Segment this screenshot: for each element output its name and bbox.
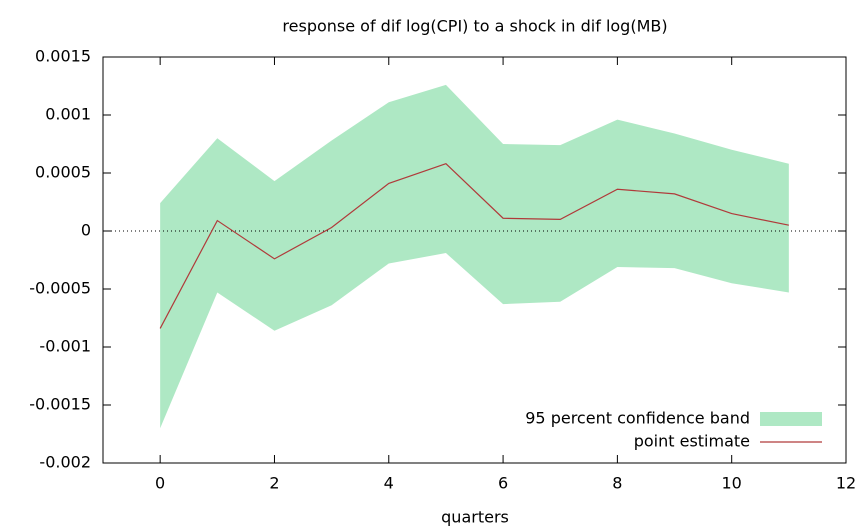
y-tick-label: -0.001: [39, 337, 91, 356]
x-tick-label: 2: [269, 474, 279, 493]
legend-label: 95 percent confidence band: [525, 409, 750, 428]
x-axis-label: quarters: [441, 508, 509, 527]
plot-frame: [102, 56, 847, 464]
line: [159, 163, 789, 329]
chart-title: response of dif log(CPI) to a shock in d…: [282, 17, 667, 36]
x-tick-label: 4: [384, 474, 394, 493]
y-tick-label: 0.0015: [35, 47, 91, 66]
x-tick-label: 10: [722, 474, 742, 493]
x-tick-label: 6: [498, 474, 508, 493]
confidence-band: [160, 84, 789, 429]
legend-label: point estimate: [634, 432, 750, 451]
x-tick-label: 8: [612, 474, 622, 493]
x-tick-label: 12: [836, 474, 856, 493]
y-tick-label: -0.002: [39, 453, 91, 472]
x-tick-label: 0: [155, 474, 165, 493]
legend-swatch: [760, 412, 822, 426]
y-tick-label: 0.001: [45, 105, 91, 124]
y-tick-label: -0.0015: [29, 395, 91, 414]
y-tick-label: 0.0005: [35, 163, 91, 182]
y-tick-label: 0: [81, 221, 91, 240]
y-tick-label: -0.0005: [29, 279, 91, 298]
